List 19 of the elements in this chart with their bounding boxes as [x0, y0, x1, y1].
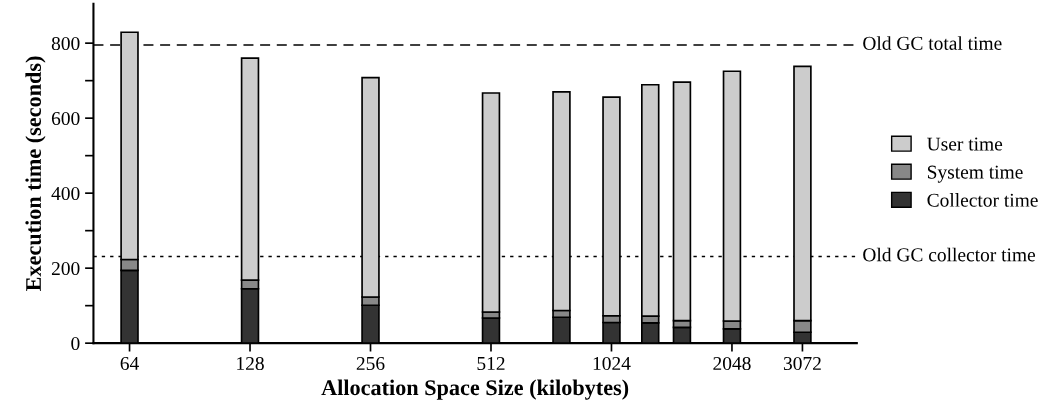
y-tick-label: 400: [51, 186, 80, 201]
ref-line-label: Old GC collector time: [863, 247, 1036, 262]
y-tick-label: 600: [51, 111, 80, 126]
y-axis-title: Execution time (seconds): [25, 56, 46, 291]
x-axis-title: Allocation Space Size (kilobytes): [321, 379, 629, 400]
x-tick-label: 64: [120, 356, 139, 371]
x-tick-label: 2048: [713, 356, 751, 371]
legend-label: Collector time: [927, 193, 1038, 207]
ref-line-label: Old GC total time: [863, 36, 1002, 50]
y-tick-label: 0: [71, 336, 80, 351]
legend-label: System time: [927, 165, 1023, 183]
y-tick-label: 800: [51, 36, 80, 51]
y-tick-label: 200: [51, 261, 80, 276]
x-tick-label: 128: [237, 356, 264, 371]
x-tick-label: 256: [356, 356, 385, 371]
x-tick-label: 512: [477, 356, 505, 371]
x-tick-label: 1024: [593, 356, 631, 371]
legend-label: User time: [927, 137, 1003, 151]
x-tick-label: 3072: [783, 356, 821, 371]
